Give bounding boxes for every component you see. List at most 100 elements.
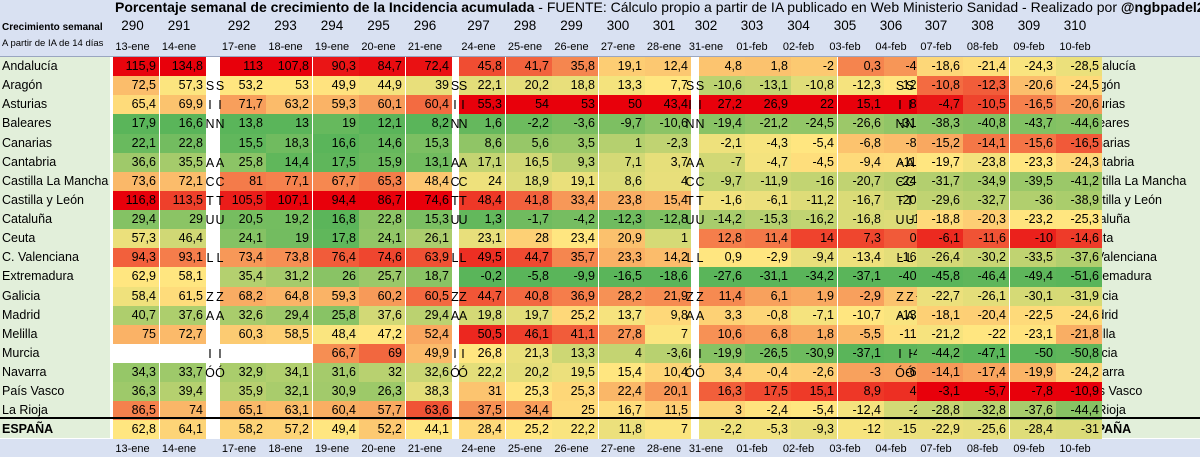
heatmap-cell: 3,4 — [699, 363, 745, 383]
heatmap-cell: -6,1 — [745, 190, 791, 211]
heatmap-cell: 15,4 — [599, 363, 645, 383]
heatmap-cell: 49,9 — [406, 343, 452, 364]
heatmap-cell: -28,4 — [1010, 420, 1056, 439]
column-number: 301 — [652, 18, 676, 33]
heatmap-cell: 71,7 — [220, 95, 266, 115]
heatmap-cell: 23,1 — [459, 229, 505, 249]
heatmap-cell: 36,6 — [113, 152, 159, 172]
row-label-left: Extremadura — [2, 269, 74, 284]
weekend-letter: A — [450, 155, 460, 170]
heatmap-cell: 60,4 — [313, 401, 359, 421]
heatmap-cell: 93,1 — [160, 248, 206, 268]
heatmap-cell: -6,1 — [917, 229, 963, 249]
heatmap-cell: 90,3 — [313, 57, 359, 77]
heatmap-cell: 41,8 — [506, 190, 552, 211]
heatmap-cell: -9,7 — [599, 114, 645, 134]
heatmap-cell: -37,6 — [1010, 401, 1056, 421]
heatmap-cell: 63,1 — [266, 401, 312, 421]
heatmap-cell: -26,6 — [838, 114, 884, 134]
weekend-letter: A — [205, 308, 215, 323]
heatmap-cell: -7 — [699, 152, 745, 172]
heatmap-cell: 60,2 — [359, 286, 405, 306]
heatmap-cell: -31,9 — [1056, 286, 1102, 306]
weekend-letter: Z — [686, 289, 694, 304]
heatmap-cell: 25,3 — [506, 382, 552, 402]
row-label-left: Canarias — [2, 135, 53, 150]
heatmap-cell: -25,6 — [963, 420, 1009, 439]
heatmap-cell — [160, 343, 206, 364]
row-label-left: Baleares — [2, 116, 52, 131]
row-label-left: La Rioja — [2, 403, 48, 418]
column-number: 310 — [1063, 18, 1087, 33]
heatmap-cell: -10,7 — [838, 305, 884, 325]
row-label-left: Navarra — [2, 365, 47, 380]
heatmap-cell: 49,4 — [313, 420, 359, 439]
heatmap-cell: 43,4 — [645, 95, 691, 115]
weekend-letter: L — [459, 251, 467, 266]
heatmap-cell: 64,8 — [266, 286, 312, 306]
heatmap-cell: -19,9 — [1010, 363, 1056, 383]
heatmap-cell: 65,4 — [113, 95, 159, 115]
heatmap-cell — [113, 343, 159, 364]
heatmap-cell: 22,4 — [599, 382, 645, 402]
column-number: 294 — [320, 18, 344, 33]
heatmap-cell: 22,1 — [113, 133, 159, 153]
weekend-letter: A — [450, 308, 460, 323]
row-label-left: Aragón — [2, 78, 43, 93]
heatmap-cell: 69,9 — [160, 95, 206, 115]
weekend-letter: T — [451, 193, 459, 208]
heatmap-cell: -2,1 — [699, 133, 745, 153]
heatmap-cell: 19,5 — [552, 363, 598, 383]
heatmap-cell: 12,4 — [645, 57, 691, 77]
footer-date: 27-ene — [600, 443, 636, 455]
footer-date: 13-ene — [115, 443, 150, 455]
weekend-letter: S — [205, 79, 215, 94]
heatmap-cell: 66,7 — [313, 343, 359, 364]
heatmap-cell: 29,4 — [406, 305, 452, 325]
footer-date: 25-ene — [507, 443, 543, 455]
column-number: 309 — [1017, 18, 1041, 33]
heatmap-cell: -30,9 — [791, 343, 837, 364]
heatmap-cell: -14,1 — [963, 133, 1009, 153]
heatmap-cell: 73,4 — [220, 248, 266, 268]
column-number: 300 — [606, 18, 630, 33]
heatmap-cell: 16,6 — [313, 133, 359, 153]
heatmap-cell: 63,2 — [266, 95, 312, 115]
heatmap-cell: 32 — [359, 363, 405, 383]
heatmap-cell: 77,1 — [266, 171, 312, 191]
heatmap-cell: 18,7 — [406, 267, 452, 287]
heatmap-cell: -5,4 — [791, 133, 837, 153]
heatmap-cell: -4,7 — [917, 95, 963, 115]
heatmap-cell: 4 — [599, 343, 645, 364]
heatmap-cell: 86,5 — [113, 401, 159, 421]
heatmap-cell: -19,4 — [699, 114, 745, 134]
heatmap-cell: -2,6 — [791, 363, 837, 383]
heatmap-cell: -14,1 — [917, 363, 963, 383]
heatmap-cell: 11,5 — [645, 401, 691, 421]
column-date: 26-ene — [554, 41, 589, 53]
heatmap-cell: -20,3 — [963, 210, 1009, 230]
weekend-letter: I — [698, 98, 702, 113]
heatmap-cell: -7,1 — [791, 305, 837, 325]
heatmap-cell: 53 — [266, 76, 312, 96]
heatmap-cell: -16,2 — [791, 210, 837, 230]
heatmap-cell: 20,2 — [506, 363, 552, 383]
heatmap-cell: 7,1 — [599, 152, 645, 172]
heatmap-cell: 22 — [791, 95, 837, 115]
weekend-letter: Z — [451, 289, 459, 304]
weekend-letter: C — [450, 174, 460, 189]
heatmap-cell: -16 — [791, 171, 837, 191]
heatmap-cell: 58,1 — [160, 267, 206, 287]
weekend-letter: Ó — [695, 366, 705, 381]
heatmap-cell: -17,4 — [963, 363, 1009, 383]
heatmap-cell: 0,9 — [699, 248, 745, 268]
heatmap-cell: -5,8 — [506, 267, 552, 287]
heatmap-cell: 17,8 — [313, 229, 359, 249]
heatmap-cell: 116,8 — [113, 190, 159, 211]
column-number: 297 — [467, 18, 490, 33]
weekend-letter: A — [458, 308, 468, 323]
heatmap-cell: -19,7 — [917, 152, 963, 172]
weekend-letter: Z — [906, 289, 914, 304]
heatmap-cell: -12 — [838, 420, 884, 439]
